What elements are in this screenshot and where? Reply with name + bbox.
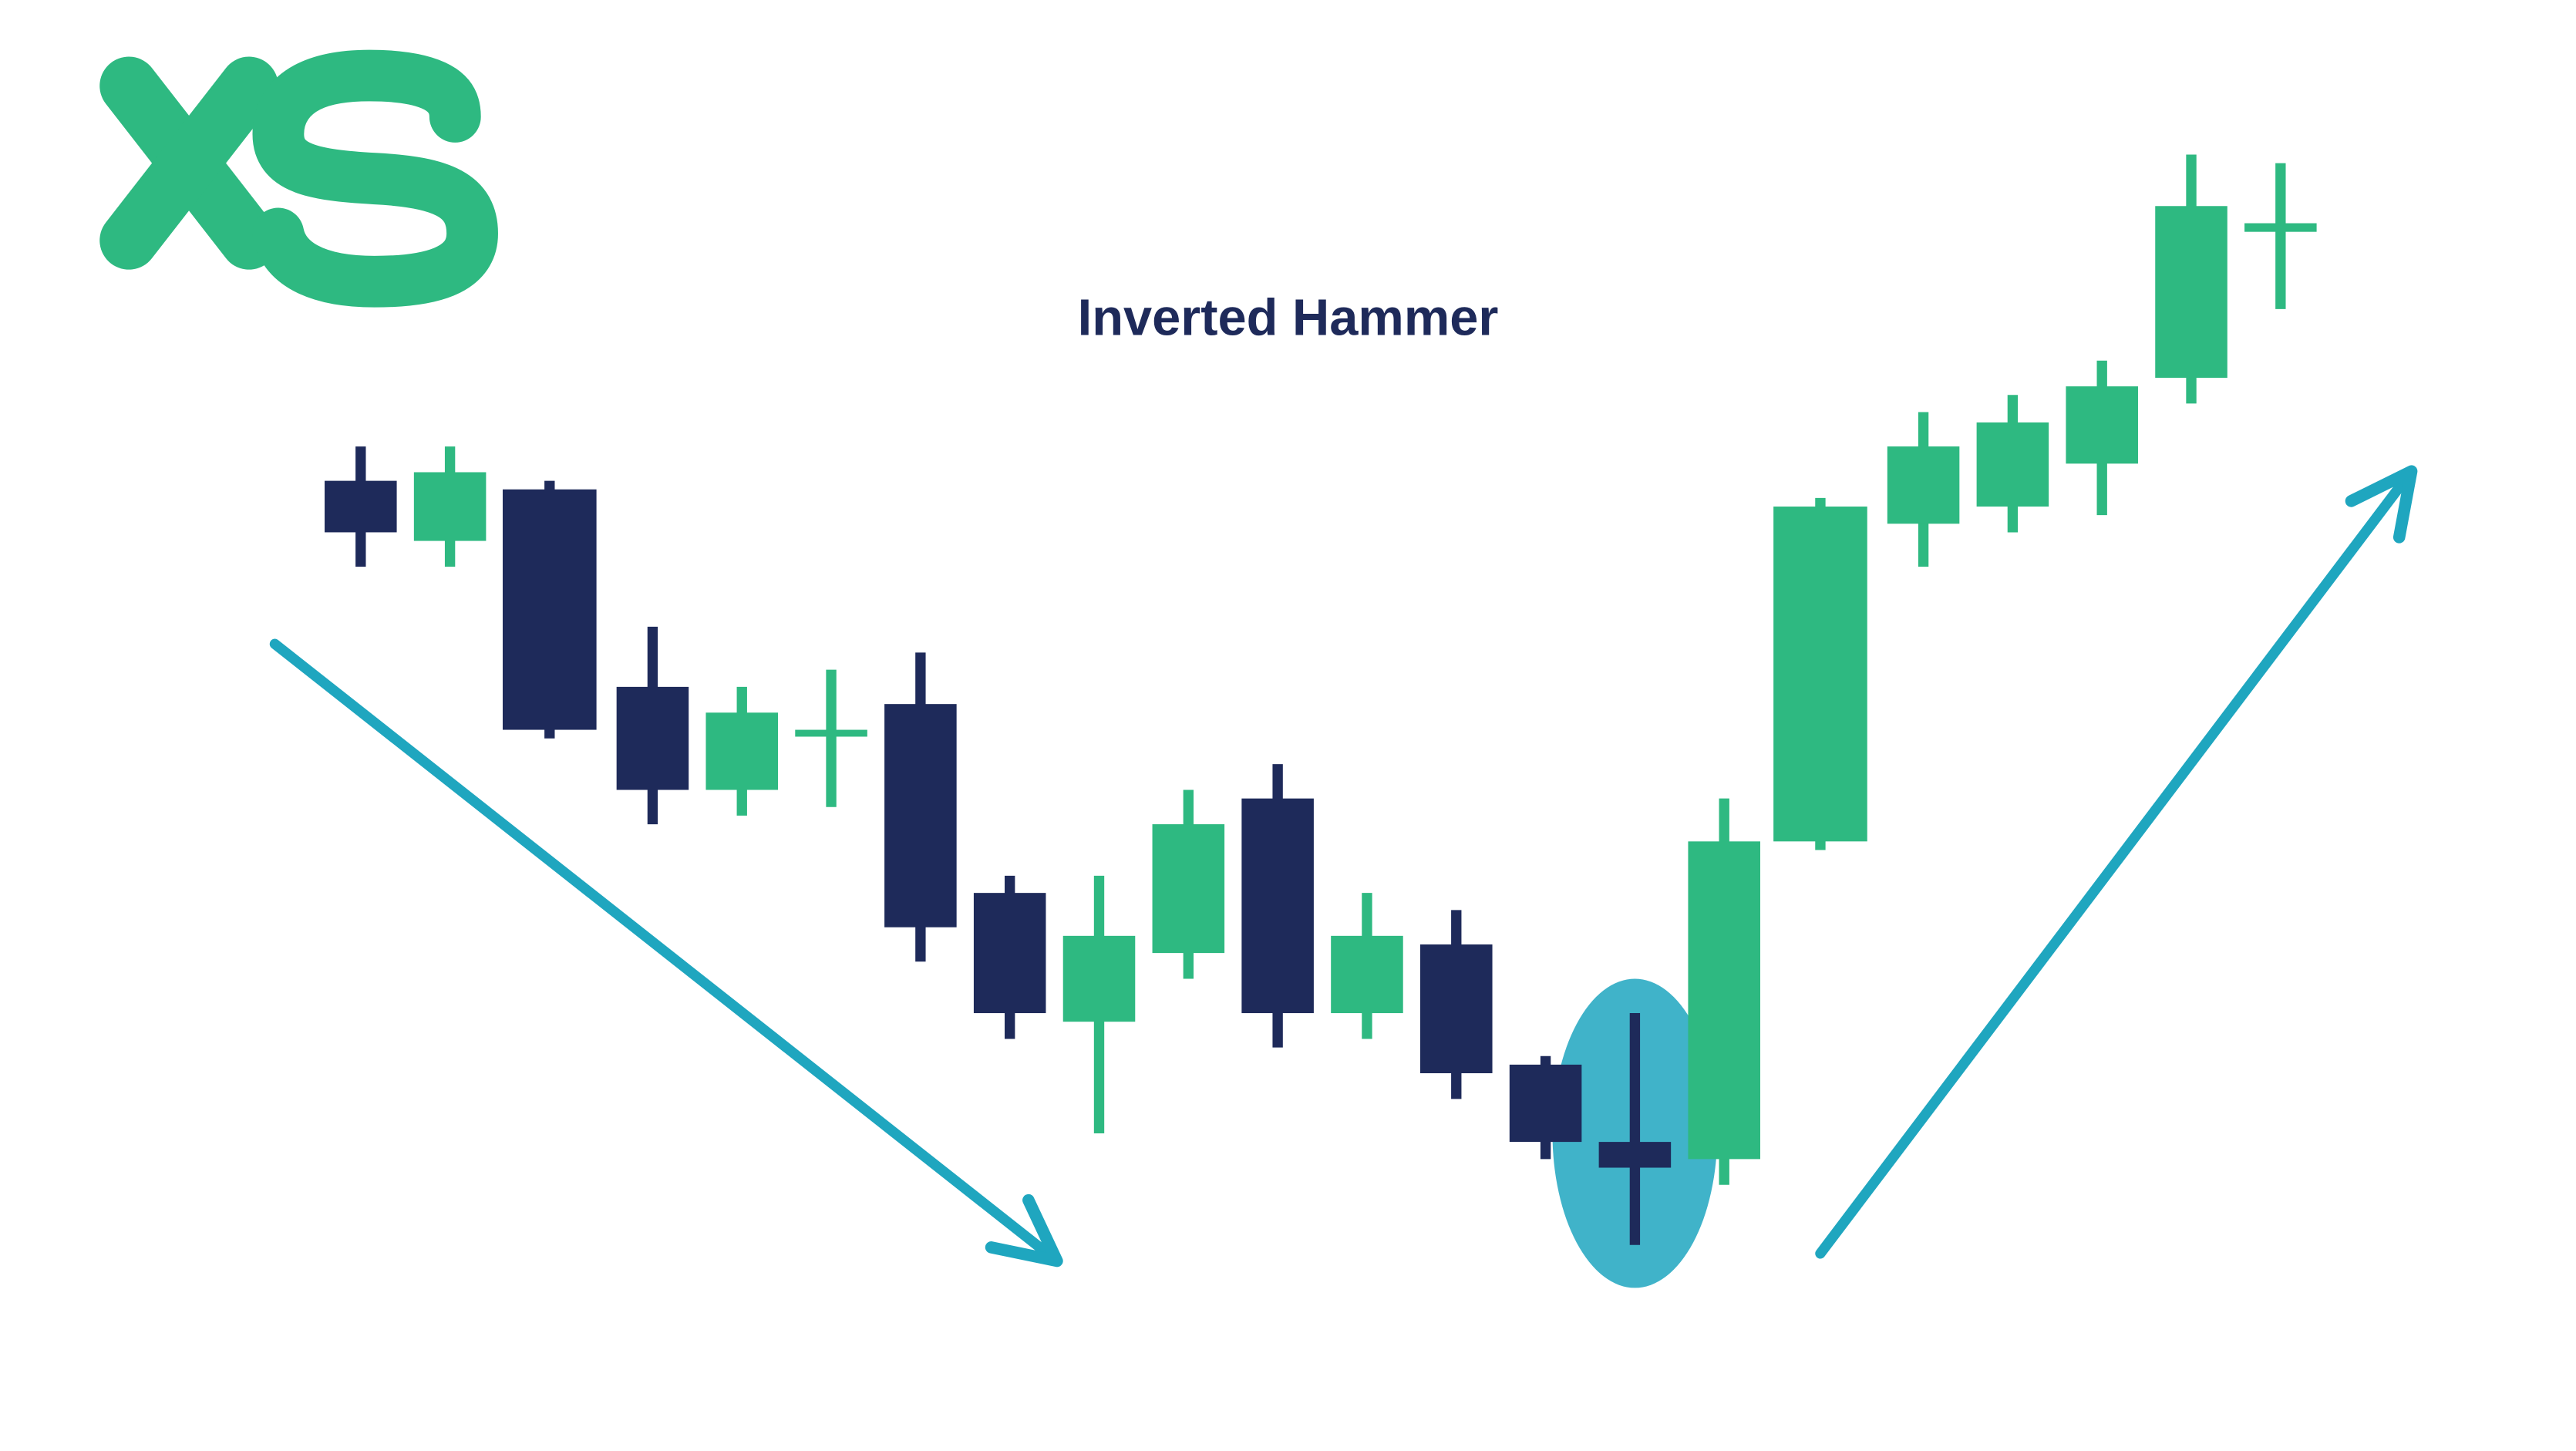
candle bbox=[503, 481, 597, 739]
candle bbox=[1773, 498, 1867, 850]
candle bbox=[1241, 764, 1314, 1047]
chart-stage: Inverted Hammer bbox=[0, 0, 2576, 1451]
candle bbox=[1688, 799, 1760, 1185]
chart-title: Inverted Hammer bbox=[1078, 289, 1499, 346]
candlestick-chart: Inverted Hammer bbox=[0, 0, 2576, 1451]
